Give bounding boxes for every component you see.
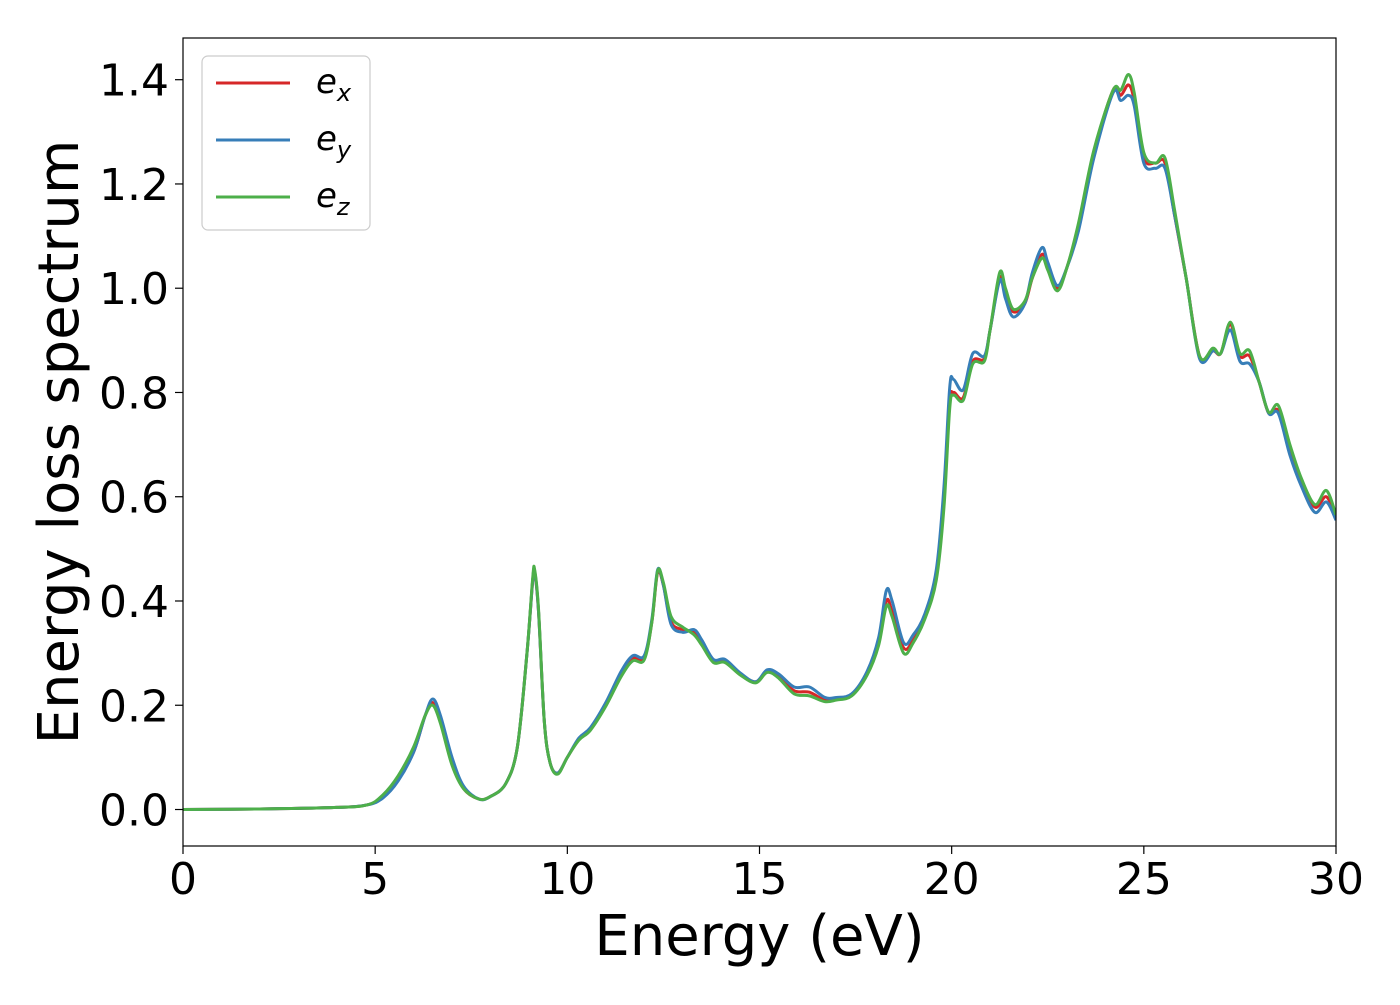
series-line-z xyxy=(183,72,1336,812)
y-tick-label: 1.2 xyxy=(99,160,169,211)
x-tick-label: 30 xyxy=(1308,854,1364,905)
x-axis-title: Energy (eV) xyxy=(594,904,924,969)
y-tick-label: 0.0 xyxy=(99,786,169,837)
y-tick-label: 0.2 xyxy=(99,681,169,732)
x-tick-label: 5 xyxy=(361,854,389,905)
y-tick-label: 1.0 xyxy=(99,264,169,315)
y-axis-ticks: 0.0 0.2 0.4 0.6 0.8 1.0 1.2 1.4 xyxy=(99,56,183,837)
y-tick-label: 0.6 xyxy=(99,473,169,524)
x-tick-label: 10 xyxy=(539,854,595,905)
plot-lines xyxy=(183,72,1336,812)
x-tick-label: 15 xyxy=(732,854,788,905)
x-axis-ticks: 0 5 10 15 20 25 30 xyxy=(169,846,1364,905)
x-tick-label: 0 xyxy=(169,854,197,905)
x-tick-label: 25 xyxy=(1116,854,1172,905)
legend-box xyxy=(201,55,371,231)
y-tick-label: 0.4 xyxy=(99,577,169,628)
x-tick-label: 20 xyxy=(924,854,980,905)
y-axis-title: Energy loss spectrum xyxy=(27,140,92,745)
y-tick-label: 0.8 xyxy=(99,368,169,419)
y-tick-label: 1.4 xyxy=(99,56,169,107)
